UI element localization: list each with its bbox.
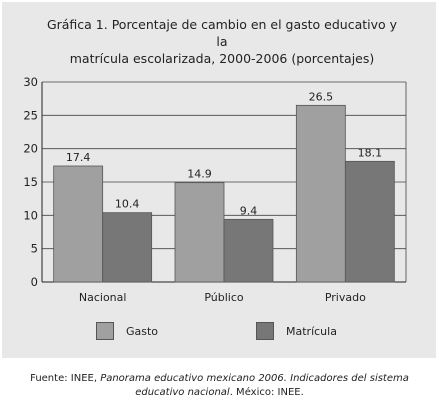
bar-chart: 0 5 10 15 20 25 30 17.4 10.4 Nacional 14.9 9.4 Públi… bbox=[23, 75, 407, 304]
legend-label-gasto: Gasto bbox=[126, 324, 159, 338]
source-suffix: . México: INEE. bbox=[229, 387, 304, 398]
y-tick-label-30: 30 bbox=[23, 75, 38, 89]
bar-público-gasto bbox=[174, 182, 225, 283]
chart-title-line-1: Gráfica 1. Porcentaje de cambio en el ga… bbox=[46, 17, 398, 49]
y-tick-label-20: 20 bbox=[23, 142, 38, 156]
chart-title-line-2: matrícula escolarizada, 2000-2006 (porce… bbox=[69, 51, 375, 66]
chart-title: Gráfica 1. Porcentaje de cambio en el ga… bbox=[42, 16, 402, 67]
source-prefix: Fuente: INEE, bbox=[30, 373, 101, 384]
y-tick-label-0: 0 bbox=[31, 275, 38, 289]
y-tick-label-25: 25 bbox=[23, 108, 38, 122]
y-tick-label-15: 15 bbox=[23, 175, 38, 189]
y-tick-label-10: 10 bbox=[23, 208, 38, 222]
data-label-nacional-gasto: 17.4 bbox=[66, 151, 91, 164]
legend-swatch-matricula bbox=[256, 322, 274, 340]
data-label-público-gasto: 14.9 bbox=[187, 168, 212, 181]
bar-público-matrícula bbox=[223, 218, 274, 283]
legend-swatch-gasto bbox=[96, 322, 114, 340]
x-tick-label-nacional: Nacional bbox=[79, 291, 127, 304]
data-label-privado-matrícula: 18.1 bbox=[358, 146, 383, 159]
legend-label-matricula: Matrícula bbox=[286, 324, 337, 338]
x-tick-label-privado: Privado bbox=[325, 291, 366, 304]
data-label-privado-gasto: 26.5 bbox=[309, 90, 334, 103]
bar-nacional-matrícula bbox=[102, 212, 153, 283]
bar-privado-gasto bbox=[295, 104, 346, 283]
source-note: Fuente: INEE, Panorama educativo mexican… bbox=[6, 372, 433, 400]
data-label-público-matrícula: 9.4 bbox=[240, 204, 258, 217]
legend-item-gasto: Gasto bbox=[96, 322, 158, 340]
bar-nacional-gasto bbox=[53, 165, 104, 283]
source-title: Panorama educativo mexicano 2006. Indica… bbox=[100, 373, 409, 398]
y-tick-label-5: 5 bbox=[31, 242, 38, 256]
x-tick-label-público: Público bbox=[204, 291, 244, 304]
data-label-nacional-matrícula: 10.4 bbox=[115, 198, 140, 211]
legend-item-matricula: Matrícula bbox=[256, 322, 337, 340]
bar-privado-matrícula bbox=[344, 160, 395, 283]
